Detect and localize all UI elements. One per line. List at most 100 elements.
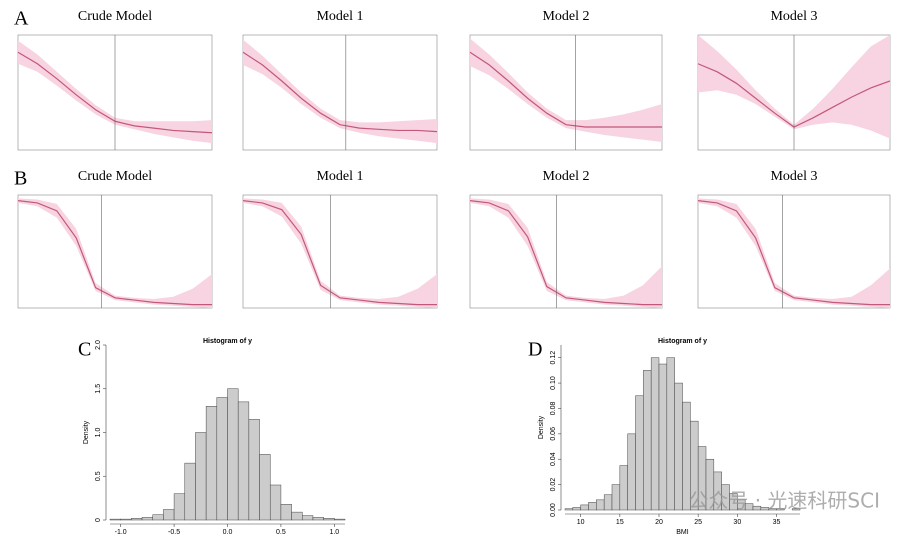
x-tick-label: 35 bbox=[773, 519, 781, 526]
histogram-bar bbox=[674, 382, 683, 511]
panel-label: C bbox=[78, 339, 91, 361]
confidence-band bbox=[470, 38, 662, 142]
chart-title: Crude Model bbox=[78, 9, 152, 24]
y-tick-label: 2.0 bbox=[95, 340, 102, 350]
confidence-band bbox=[243, 198, 437, 308]
histogram-bar bbox=[627, 433, 636, 511]
histogram-bar bbox=[791, 508, 801, 511]
plot-frame bbox=[697, 194, 891, 309]
confidence-band bbox=[698, 198, 890, 308]
chart-title: Model 3 bbox=[770, 169, 817, 184]
histogram-bar bbox=[580, 504, 589, 511]
y-tick-label: 0.02 bbox=[550, 478, 557, 492]
histogram-bar bbox=[603, 494, 613, 511]
histogram-bar bbox=[658, 363, 668, 511]
plot-frame bbox=[469, 34, 663, 151]
chart-title: Crude Model bbox=[78, 169, 152, 184]
spline-line bbox=[242, 51, 438, 133]
chart-title: Model 2 bbox=[542, 9, 589, 24]
histogram-bar bbox=[131, 518, 143, 521]
chart-title: Model 1 bbox=[316, 9, 363, 24]
histogram-bar bbox=[195, 432, 207, 521]
histogram-bar bbox=[184, 462, 196, 521]
x-tick-label: -0.5 bbox=[168, 529, 180, 536]
spline-line bbox=[17, 200, 212, 306]
histogram-bar bbox=[173, 493, 186, 521]
y-axis-label: Density bbox=[83, 420, 90, 444]
chart-title: Model 3 bbox=[770, 9, 817, 24]
y-tick-label: 0.10 bbox=[550, 376, 557, 390]
x-tick-label: 30 bbox=[733, 519, 741, 526]
confidence-band bbox=[243, 39, 437, 144]
histogram-bar bbox=[596, 499, 605, 511]
histogram-bar bbox=[323, 518, 335, 521]
x-tick-label: 10 bbox=[577, 519, 585, 526]
histogram-bar bbox=[302, 515, 314, 521]
histogram-bar bbox=[572, 507, 581, 511]
histogram-bar bbox=[141, 517, 153, 521]
y-tick-label: 0.04 bbox=[550, 452, 557, 466]
spline-line bbox=[697, 200, 890, 306]
plot-frame bbox=[469, 194, 663, 309]
histogram-bar bbox=[588, 502, 597, 511]
confidence-band bbox=[18, 198, 212, 308]
chart-title: Histogram of y bbox=[658, 338, 707, 345]
x-tick-label: 1.0 bbox=[329, 529, 339, 536]
histogram-bar bbox=[120, 518, 132, 521]
histogram-bar bbox=[280, 504, 292, 521]
row-label: B bbox=[14, 168, 27, 190]
y-tick-label: 1.0 bbox=[95, 428, 102, 438]
spline-line bbox=[242, 200, 437, 306]
confidence-band bbox=[470, 198, 662, 308]
row-label: A bbox=[14, 8, 29, 30]
plot-frame bbox=[242, 194, 438, 309]
y-tick-label: 0.00 bbox=[550, 503, 557, 517]
confidence-band bbox=[698, 35, 890, 139]
histogram-bar bbox=[776, 508, 785, 511]
spline-line bbox=[469, 200, 662, 306]
x-tick-label: 20 bbox=[655, 519, 663, 526]
histogram-bar bbox=[643, 370, 652, 511]
histogram-bar bbox=[227, 388, 239, 521]
histogram-bar bbox=[611, 484, 621, 511]
histogram-bar bbox=[216, 397, 228, 521]
histogram-bar bbox=[650, 357, 660, 511]
watermark: 公众号 · 光速科研SCI bbox=[688, 489, 880, 513]
histogram-bar bbox=[152, 514, 164, 521]
histogram-bar bbox=[205, 406, 218, 521]
x-tick-label: 25 bbox=[694, 519, 702, 526]
chart-title: Model 2 bbox=[542, 169, 589, 184]
y-tick-label: 0.12 bbox=[550, 351, 557, 365]
y-tick-label: 1.5 bbox=[95, 384, 102, 394]
histogram-bar bbox=[666, 357, 675, 511]
y-tick-label: 0.06 bbox=[550, 427, 557, 441]
y-tick-label: 0 bbox=[95, 518, 102, 522]
histogram-bar bbox=[259, 454, 271, 521]
panel-label: D bbox=[528, 339, 542, 361]
histogram-bar bbox=[237, 401, 250, 521]
plot-frame bbox=[242, 34, 438, 151]
y-tick-label: 0.5 bbox=[95, 471, 102, 481]
histogram-bar bbox=[269, 484, 282, 521]
x-tick-label: -1.0 bbox=[115, 529, 127, 536]
histogram-bar bbox=[163, 509, 175, 521]
histogram-bar bbox=[109, 518, 121, 521]
histogram-bar bbox=[619, 465, 628, 511]
x-tick-label: 15 bbox=[616, 519, 624, 526]
histogram-bar bbox=[248, 419, 260, 521]
x-axis-label: BMI bbox=[676, 529, 689, 536]
spline-line bbox=[469, 51, 662, 128]
chart-title: Model 1 bbox=[316, 169, 363, 184]
x-tick-label: 0.0 bbox=[223, 529, 233, 536]
x-tick-label: 0.5 bbox=[276, 529, 286, 536]
chart-title: Histogram of y bbox=[203, 338, 252, 345]
histogram-bar bbox=[635, 395, 644, 511]
plot-frame bbox=[17, 194, 213, 309]
histogram-bar bbox=[334, 518, 346, 521]
histogram-bar bbox=[291, 511, 303, 521]
y-tick-label: 0.08 bbox=[550, 402, 557, 416]
histogram-bar bbox=[564, 508, 574, 511]
y-axis-label: Density bbox=[538, 415, 545, 439]
